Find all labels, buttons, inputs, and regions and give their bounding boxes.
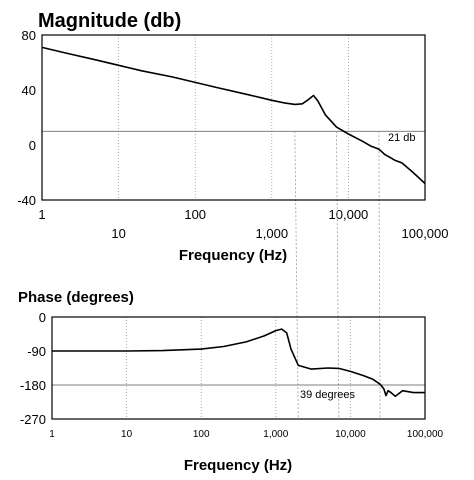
- magnitude-annotation: 21 db: [388, 132, 416, 144]
- magnitude-x-tick-label: 10: [111, 226, 125, 241]
- magnitude-y-tick-label: 0: [29, 138, 36, 153]
- magnitude-title: Magnitude (db): [38, 10, 181, 32]
- phase-y-tick-label: -270: [20, 412, 46, 427]
- magnitude-x-tick-label: 1,000: [256, 226, 289, 241]
- magnitude-x-tick-label: 10,000: [329, 207, 369, 222]
- magnitude-x-axis-label: Frequency (Hz): [179, 247, 287, 264]
- phase-x-tick-label: 10,000: [335, 429, 366, 440]
- magnitude-y-tick-label: 80: [22, 28, 36, 43]
- magnitude-y-tick-label: 40: [22, 83, 36, 98]
- phase-x-tick-label: 100,000: [407, 429, 444, 440]
- magnitude-y-tick-label: -40: [17, 193, 36, 208]
- phase-x-tick-label: 100: [193, 429, 210, 440]
- phase-title: Phase (degrees): [18, 289, 134, 306]
- frequency-marker-line: [378, 131, 381, 420]
- phase-y-tick-label: 0: [39, 310, 46, 325]
- magnitude-panel: Magnitude (db) -40 0 40 80 1 10 100 1,000 10,00…: [17, 10, 449, 420]
- phase-y-tick-label: -90: [27, 344, 46, 359]
- phase-x-axis-label: Frequency (Hz): [184, 457, 292, 474]
- phase-annotation: 39 degrees: [300, 389, 356, 401]
- magnitude-plot-frame: [41, 34, 426, 201]
- phase-series-line: [52, 328, 425, 398]
- magnitude-series-line: [41, 46, 426, 185]
- magnitude-x-tick-label: 100,000: [402, 226, 449, 241]
- magnitude-x-tick-label: 1: [38, 207, 45, 222]
- phase-x-tick-label: 1,000: [263, 429, 288, 440]
- phase-x-tick-label: 1: [49, 429, 55, 440]
- magnitude-x-tick-label: 100: [184, 207, 206, 222]
- phase-y-tick-label: -180: [20, 378, 46, 393]
- phase-plot-frame: [51, 316, 426, 420]
- phase-panel: Phase (degrees) 0 -90 -180 -270 1 10 100 1,000…: [18, 289, 444, 474]
- frequency-marker-line: [336, 131, 340, 420]
- phase-x-tick-label: 10: [121, 429, 133, 440]
- frequency-marker-line: [294, 131, 299, 420]
